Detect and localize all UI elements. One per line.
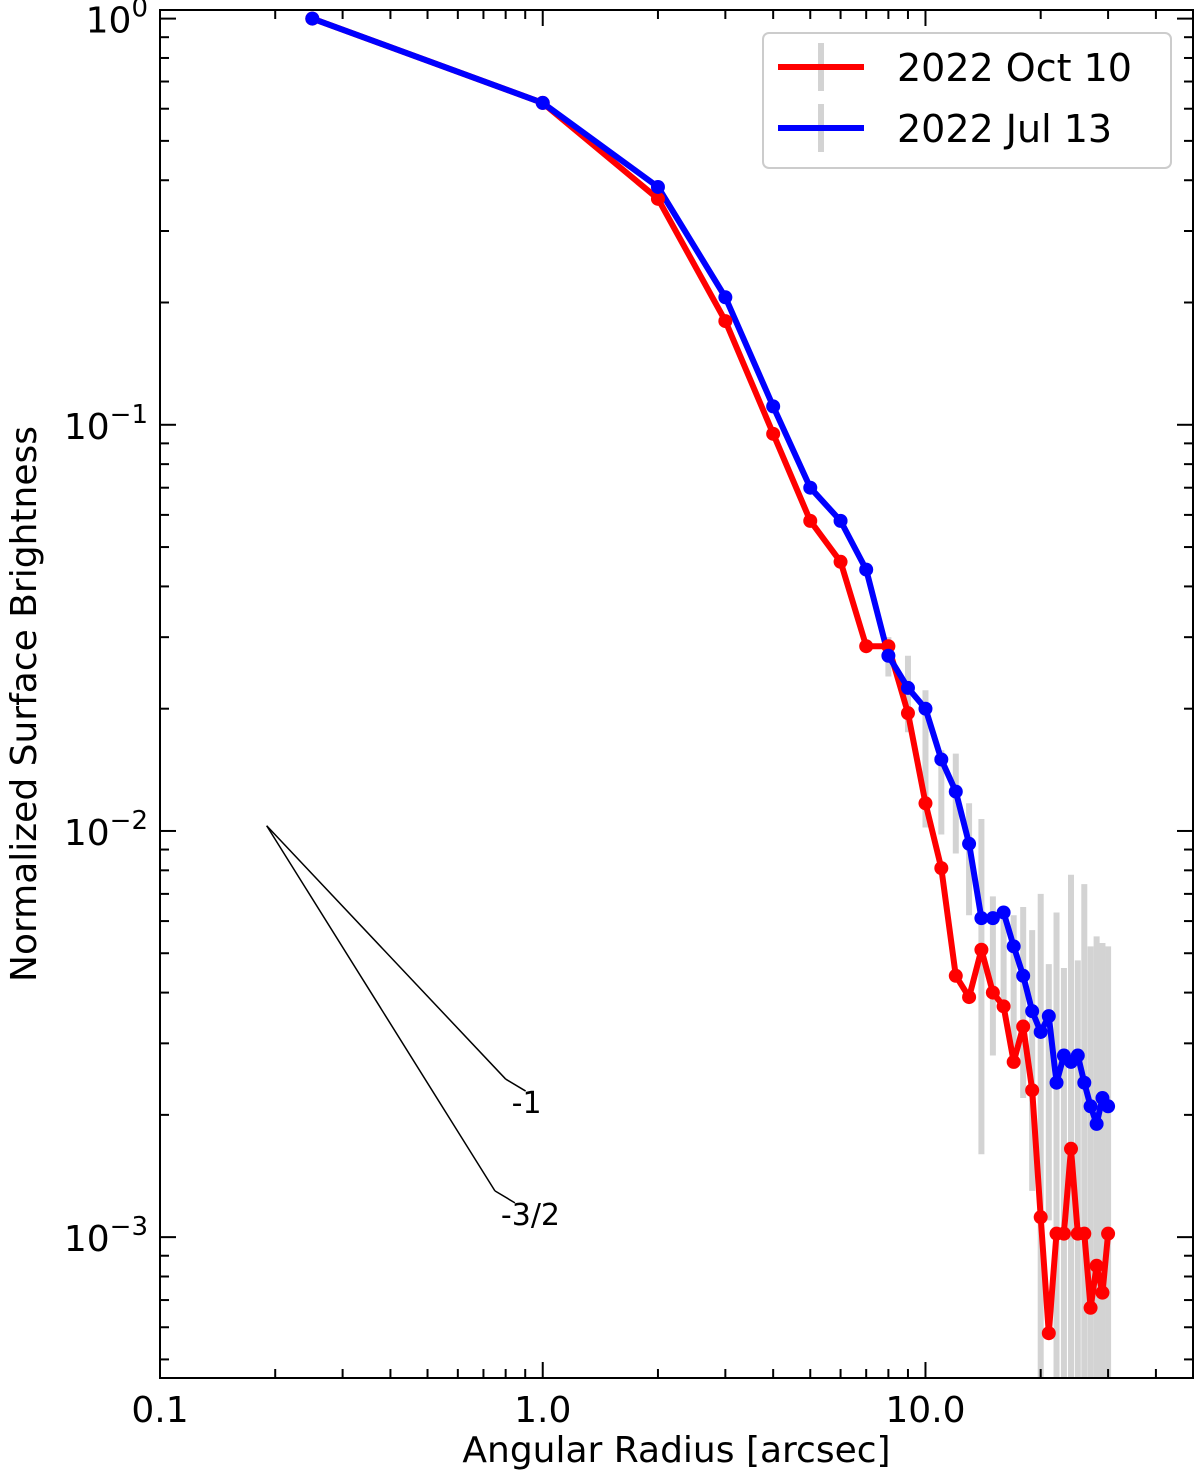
data-point: [1025, 1083, 1040, 1098]
data-point: [1095, 1285, 1110, 1300]
minor-ticks: [160, 10, 1193, 1378]
data-point: [766, 426, 781, 441]
data-series: [305, 11, 1116, 1341]
data-point: [948, 784, 963, 799]
data-point: [1033, 1210, 1048, 1225]
data-point: [1049, 1075, 1064, 1090]
data-point: [1025, 1004, 1040, 1019]
data-point: [934, 861, 949, 876]
slope-line: [266, 825, 507, 1080]
data-point: [859, 562, 874, 577]
y-tick-label: 10−1: [64, 400, 148, 448]
data-point: [650, 191, 665, 206]
legend-box: [762, 32, 1172, 169]
data-point: [1041, 1009, 1056, 1024]
data-point: [1041, 1326, 1056, 1341]
data-point: [1101, 1226, 1116, 1241]
y-tick-label: 100: [86, 0, 148, 42]
x-tick-label: 1.0: [514, 1390, 571, 1431]
data-point: [1056, 1226, 1071, 1241]
data-point: [934, 752, 949, 767]
data-point: [1083, 1300, 1098, 1315]
slope-leader: [494, 1190, 516, 1204]
data-point: [1070, 1048, 1085, 1063]
data-point: [766, 399, 781, 414]
legend: 2022 Oct 10 2022 Jul 13: [762, 32, 1172, 169]
data-point: [1033, 1024, 1048, 1039]
y-tick-label: 10−3: [64, 1212, 148, 1260]
data-point: [1063, 1141, 1078, 1156]
data-point: [985, 911, 1000, 926]
slope-line: [266, 825, 496, 1192]
slope-label: -3/2: [501, 1198, 560, 1233]
slope-leader: [505, 1078, 527, 1092]
data-point: [962, 990, 977, 1005]
y-axis-title: Normalized Surface Brightness: [4, 426, 45, 982]
data-point: [962, 836, 977, 851]
data-point: [918, 796, 933, 811]
data-point: [1006, 939, 1021, 954]
slope-label: -1: [512, 1086, 542, 1121]
x-tick-label: 0.1: [131, 1390, 188, 1431]
data-point: [535, 95, 550, 110]
data-point: [859, 639, 874, 654]
data-point: [718, 314, 733, 329]
data-point: [833, 554, 848, 569]
data-point: [305, 11, 320, 26]
x-tick-label: 10.0: [885, 1390, 965, 1431]
data-point: [918, 701, 933, 716]
data-point: [974, 911, 989, 926]
plot-frame: [159, 9, 1194, 1379]
major-ticks: [159, 10, 1193, 1378]
legend-label-jul: 2022 Jul 13: [897, 107, 1112, 151]
data-point: [1089, 1116, 1104, 1131]
data-point: [948, 968, 963, 983]
data-point: [803, 513, 818, 528]
data-point: [985, 985, 1000, 1000]
data-point: [1077, 1226, 1092, 1241]
error-bars: [885, 637, 1112, 1378]
data-point: [900, 680, 915, 695]
tick-labels: 0.1 1.0 10.0 100 10−1 10−2 10−3: [64, 0, 966, 1431]
data-point: [974, 942, 989, 957]
legend-label-oct: 2022 Oct 10: [897, 46, 1132, 90]
data-point: [1016, 1019, 1031, 1034]
data-point: [996, 905, 1011, 920]
data-point: [1089, 1258, 1104, 1273]
data-point: [803, 480, 818, 495]
x-axis-title: Angular Radius [arcsec]: [462, 1430, 890, 1471]
data-point: [1006, 1054, 1021, 1069]
data-point: [900, 706, 915, 721]
data-point: [650, 179, 665, 194]
data-point: [1077, 1075, 1092, 1090]
slope-annotations: -1 -3/2: [266, 825, 560, 1233]
data-point: [1101, 1099, 1116, 1114]
data-point: [881, 648, 896, 663]
y-tick-label: 10−2: [64, 806, 148, 854]
data-point: [1016, 968, 1031, 983]
data-point: [1083, 1099, 1098, 1114]
data-point: [996, 999, 1011, 1014]
data-point: [718, 290, 733, 305]
data-point: [833, 513, 848, 528]
